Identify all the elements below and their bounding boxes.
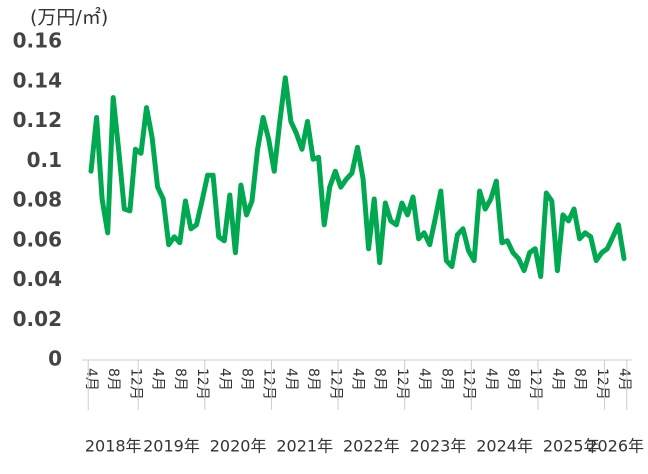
x-tick-label: 8月 (172, 368, 188, 391)
x-tick: 4月 (216, 368, 232, 391)
y-tick-label: 0.14 (13, 68, 62, 92)
x-tick: 12月 (527, 368, 543, 400)
year-label: 2020年 (210, 437, 267, 456)
y-tick-label: 0.02 (13, 307, 62, 331)
x-tick: 8月 (372, 368, 388, 391)
x-tick: 4月 (416, 368, 432, 391)
x-tick-label: 8月 (238, 368, 254, 391)
x-tick-label: 4月 (83, 368, 99, 391)
x-tick: 12月 (594, 368, 610, 400)
y-tick-label: 0.06 (13, 227, 62, 251)
y-tick-label: 0.04 (13, 267, 62, 291)
year-label: 2025年 (543, 437, 600, 456)
x-tick: 8月 (105, 368, 121, 391)
x-tick: 12月 (461, 368, 477, 400)
y-tick-label: 0.12 (13, 108, 62, 132)
y-tick-label: 0.16 (13, 29, 62, 53)
x-tick: 8月 (505, 368, 521, 391)
x-tick-label: 8月 (572, 368, 588, 391)
x-tick-label: 4月 (616, 368, 632, 391)
x-tick: 8月 (172, 368, 188, 391)
x-tick-label: 8月 (105, 368, 121, 391)
x-tick-label: 4月 (283, 368, 299, 391)
y-tick-label: 0 (48, 347, 62, 371)
x-tick-label: 4月 (549, 368, 565, 391)
x-tick: 8月 (438, 368, 454, 391)
x-tick-label: 4月 (483, 368, 499, 391)
x-tick-label: 4月 (150, 368, 166, 391)
x-tick: 8月 (238, 368, 254, 391)
year-label: 2022年 (343, 437, 400, 456)
x-tick-label: 12月 (461, 368, 477, 400)
data-line (88, 75, 627, 279)
x-tick: 4月 (616, 368, 632, 391)
year-label: 2024年 (476, 437, 533, 456)
x-tick: 4月 (483, 368, 499, 391)
x-tick: 8月 (305, 368, 321, 391)
x-tick-label: 8月 (438, 368, 454, 391)
x-tick: 12月 (127, 368, 143, 400)
x-tick: 12月 (327, 368, 343, 400)
y-tick-label: 0.1 (27, 148, 62, 172)
x-tick-label: 12月 (194, 368, 210, 400)
x-tick: 4月 (83, 368, 99, 391)
y-axis-unit: (万円/㎡) (30, 6, 108, 29)
x-tick-label: 12月 (261, 368, 277, 400)
x-tick: 4月 (350, 368, 366, 391)
x-tick-label: 12月 (527, 368, 543, 400)
x-tick-label: 12月 (394, 368, 410, 400)
x-tick-label: 4月 (416, 368, 432, 391)
year-label: 2021年 (276, 437, 333, 456)
x-tick: 12月 (194, 368, 210, 400)
x-tick: 12月 (261, 368, 277, 400)
x-tick-label: 8月 (372, 368, 388, 391)
year-label: 2026年 (587, 437, 644, 456)
x-tick: 4月 (150, 368, 166, 391)
x-tick-label: 12月 (594, 368, 610, 400)
x-tick-label: 4月 (216, 368, 232, 391)
x-tick: 4月 (549, 368, 565, 391)
x-tick-label: 4月 (350, 368, 366, 391)
y-tick-label: 0.08 (13, 188, 62, 212)
x-tick: 4月 (283, 368, 299, 391)
x-tick: 12月 (394, 368, 410, 400)
year-label: 2023年 (410, 437, 467, 456)
year-label: 2018年 (85, 437, 142, 456)
x-tick-label: 8月 (305, 368, 321, 391)
x-tick-label: 12月 (127, 368, 143, 400)
x-tick: 8月 (572, 368, 588, 391)
year-label: 2019年 (143, 437, 200, 456)
x-tick-label: 8月 (505, 368, 521, 391)
x-tick-label: 12月 (327, 368, 343, 400)
